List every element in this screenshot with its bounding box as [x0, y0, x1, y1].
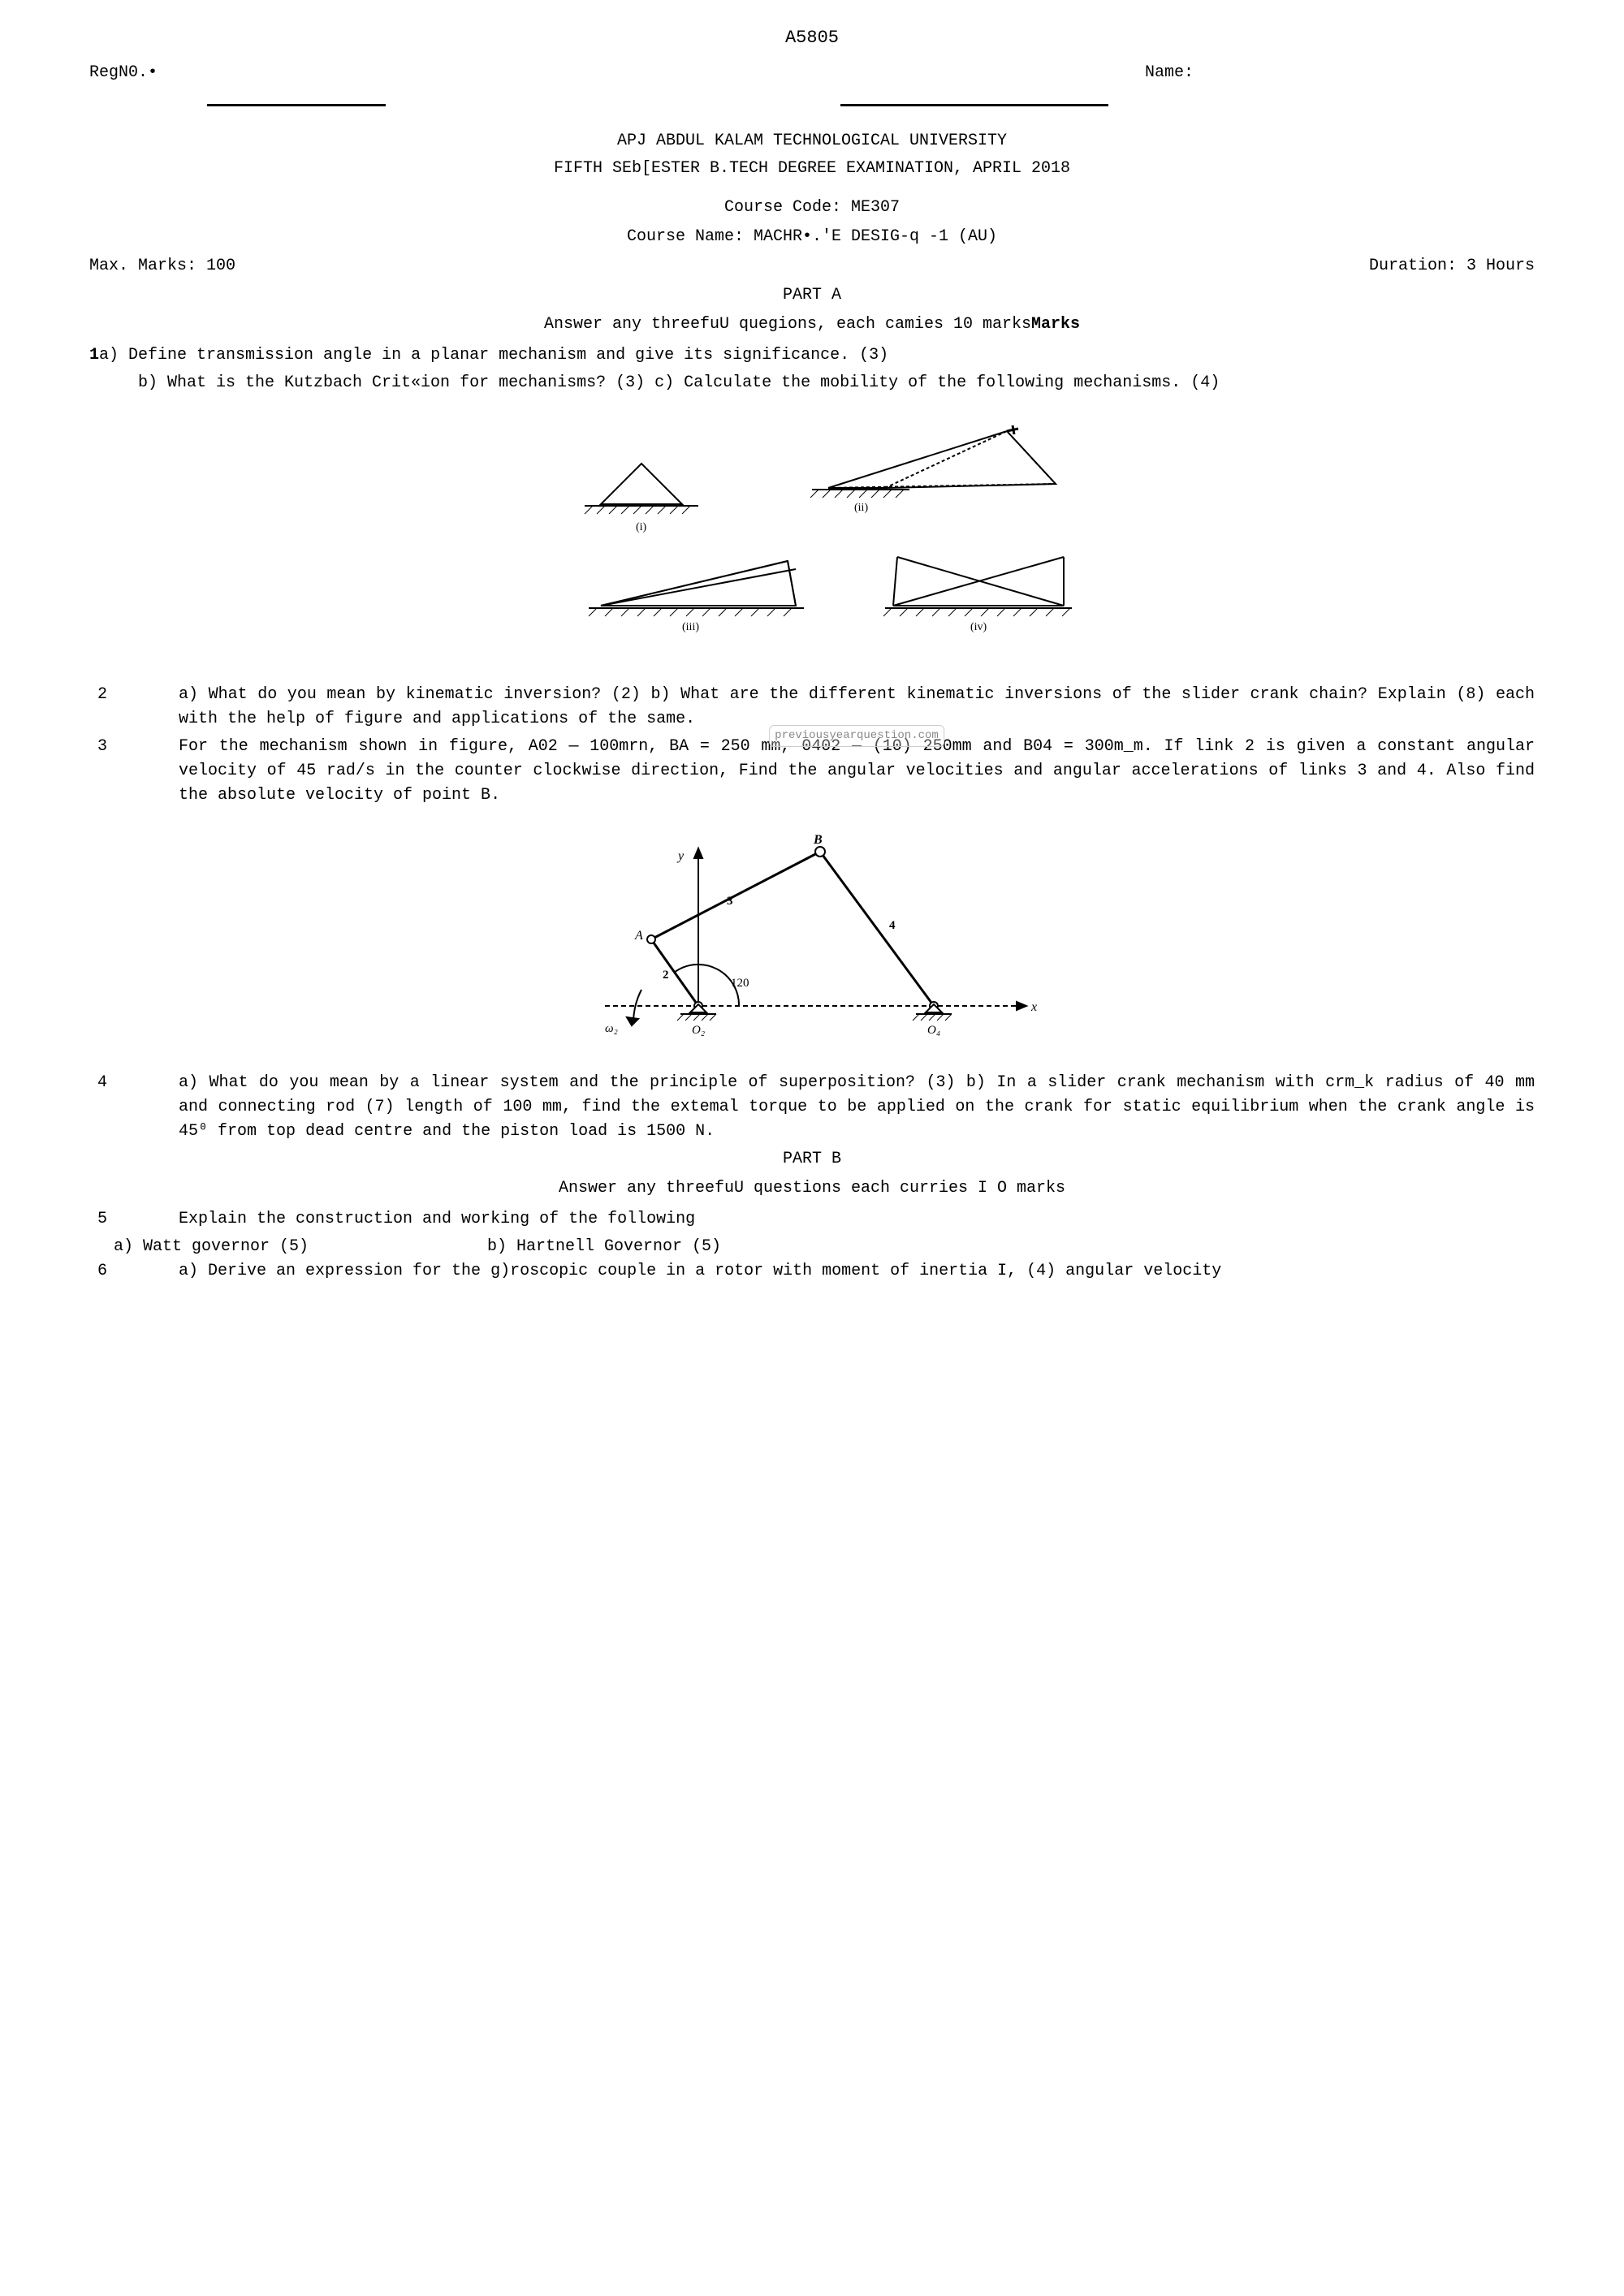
q5-a: a) Watt governor (5) — [114, 1235, 487, 1259]
q1-a-text: a) Define transmission angle in a planar… — [99, 346, 888, 365]
course-code: Course Code: ME307 — [89, 196, 1535, 220]
q1-bc: b) What is the Kutzbach Crit«ion for mec… — [89, 371, 1535, 395]
part-b-heading: PART B — [89, 1147, 1535, 1172]
q6-number: 6 — [89, 1259, 179, 1284]
watermark: previousyearquestion.com — [769, 725, 944, 747]
q2-number: 2 — [89, 683, 179, 732]
svg-text:(ii): (ii) — [854, 502, 868, 514]
q5-number: 5 — [89, 1207, 179, 1232]
mechanisms-figure: (i) (ii) — [528, 407, 1096, 658]
q5-text: Explain the construction and working of … — [179, 1207, 1535, 1232]
q4-text: a) What do you mean by a linear system a… — [179, 1071, 1535, 1144]
svg-text:3: 3 — [727, 895, 733, 908]
q4-number: 4 — [89, 1071, 179, 1144]
max-marks: Max. Marks: 100 — [89, 254, 235, 278]
figure-2-container: y x — [89, 819, 1535, 1055]
svg-text:(iii): (iii) — [682, 621, 699, 633]
svg-text:(i): (i) — [636, 521, 647, 533]
svg-text:ω₂: ω₂ — [605, 1022, 618, 1035]
university-name: APJ ABDUL KALAM TECHNOLOGICAL UNIVERSITY — [89, 129, 1535, 153]
exam-title: FIFTH SEb[ESTER B.TECH DEGREE EXAMINATIO… — [89, 157, 1535, 181]
part-a-instructions: Answer any threefuU quegions, each camie… — [544, 315, 1031, 334]
q2-text: a) What do you mean by kinematic inversi… — [179, 685, 1535, 728]
svg-text:120: 120 — [731, 977, 749, 990]
q5-sub-row: a) Watt governor (5) b) Hartnell Governo… — [89, 1235, 1535, 1259]
marks-header: Marks — [1031, 315, 1080, 334]
underline-row — [89, 92, 1535, 106]
part-b-instructions: Answer any threefuU questions each curri… — [89, 1176, 1535, 1201]
fourbar-figure: y x — [560, 819, 1064, 1047]
q5-row: 5 Explain the construction and working o… — [89, 1207, 1535, 1232]
q3-number: 3 — [89, 735, 179, 808]
q4-row: 4 a) What do you mean by a linear system… — [89, 1071, 1535, 1144]
name-label: Name: — [1145, 61, 1535, 85]
svg-text:B: B — [813, 833, 823, 847]
figure-1-container: (i) (ii) — [89, 407, 1535, 667]
course-name: Course Name: MACHR•.'E DESIG-q -1 (AU) — [89, 225, 1535, 249]
svg-text:y: y — [676, 849, 685, 863]
svg-text:O₄: O₄ — [927, 1024, 940, 1037]
duration: Duration: 3 Hours — [1369, 254, 1535, 278]
name-underline — [840, 92, 1108, 106]
q1-number: 1 — [89, 346, 99, 365]
header-row: RegN0.• Name: — [89, 61, 1535, 85]
q6-row: 6 a) Derive an expression for the g)rosc… — [89, 1259, 1535, 1284]
part-a-instructions-line: Answer any threefuU quegions, each camie… — [89, 313, 1535, 337]
q2-text-wrap: previousyearquestion.com a) What do you … — [179, 683, 1535, 732]
part-a-heading: PART A — [89, 283, 1535, 308]
q2-row: 2 previousyearquestion.com a) What do yo… — [89, 683, 1535, 732]
paper-id: A5805 — [89, 24, 1535, 51]
svg-text:4: 4 — [889, 919, 896, 932]
svg-text:2: 2 — [663, 969, 669, 982]
q6-text: a) Derive an expression for the g)roscop… — [179, 1259, 1535, 1284]
reg-underline — [207, 92, 386, 106]
marks-duration-row: Max. Marks: 100 Duration: 3 Hours — [89, 254, 1535, 278]
reg-no-label: RegN0.• — [89, 61, 158, 85]
q1-a: 1a) Define transmission angle in a plana… — [89, 343, 1535, 368]
svg-text:x: x — [1030, 1000, 1037, 1014]
svg-text:A: A — [634, 929, 643, 943]
svg-text:O₂: O₂ — [692, 1024, 705, 1037]
svg-text:(iv): (iv) — [970, 621, 987, 633]
q5-b: b) Hartnell Governor (5) — [487, 1235, 1535, 1259]
